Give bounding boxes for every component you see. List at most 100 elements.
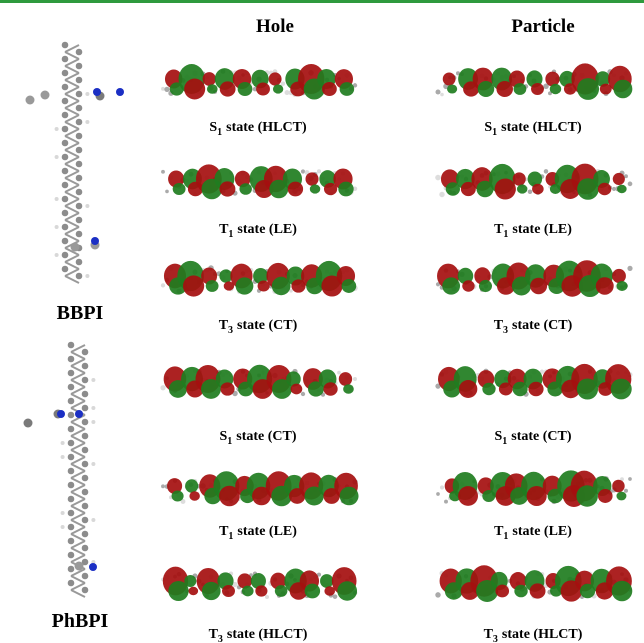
atom — [76, 189, 83, 196]
atom — [76, 175, 83, 182]
atom — [62, 70, 69, 77]
state-label: T3state (HLCT) — [209, 627, 308, 643]
atom — [544, 169, 549, 174]
lobe — [273, 84, 283, 93]
atom — [76, 161, 83, 168]
atom — [62, 196, 69, 203]
n-atom — [93, 88, 101, 96]
atom — [444, 500, 448, 504]
atom — [161, 484, 165, 488]
atom — [435, 175, 441, 181]
lobe — [202, 582, 221, 600]
atom — [62, 238, 69, 245]
lobe — [207, 84, 218, 94]
lobe — [617, 185, 627, 193]
figure: Hole Particle BBPI PhBPI S1state (HLCT)T… — [0, 0, 644, 643]
lobe — [495, 178, 516, 199]
atom — [68, 482, 75, 489]
atom — [68, 398, 75, 405]
atom — [62, 252, 69, 259]
h-atom — [91, 406, 95, 410]
atom — [82, 587, 89, 594]
atom — [82, 475, 89, 482]
lobe — [613, 173, 625, 185]
lobe — [478, 81, 495, 97]
atom — [62, 210, 69, 217]
h-atom — [91, 420, 95, 424]
lobe — [596, 277, 614, 294]
atom — [76, 49, 83, 56]
atom — [265, 595, 269, 599]
atom — [68, 580, 75, 587]
atom — [82, 531, 89, 538]
atom — [68, 440, 75, 447]
lobe — [611, 379, 632, 400]
atom — [68, 510, 75, 517]
lobe — [275, 585, 288, 597]
atom — [68, 468, 75, 475]
atom — [333, 594, 338, 599]
lobe — [269, 72, 282, 85]
state-label: T3state (CT) — [219, 318, 298, 336]
atom — [76, 133, 83, 140]
lobe — [238, 82, 253, 96]
state-label: S1state (CT) — [494, 429, 571, 447]
h-atom — [91, 378, 95, 382]
atom — [68, 552, 75, 559]
atom — [62, 224, 69, 231]
atom — [82, 391, 89, 398]
atom — [161, 87, 165, 91]
atom — [528, 189, 533, 194]
lobe — [459, 380, 477, 398]
n-atom — [116, 88, 124, 96]
atom — [62, 42, 69, 49]
lobe — [322, 82, 337, 96]
atom — [62, 182, 69, 189]
atom — [62, 154, 69, 161]
atom — [628, 477, 632, 481]
state-label: T3state (CT) — [494, 318, 573, 336]
atom — [353, 377, 357, 381]
lobe — [239, 183, 251, 195]
lobe — [342, 279, 357, 293]
molecule-name: BBPI — [57, 302, 104, 324]
atom — [624, 489, 628, 493]
state-description: state (LE) — [237, 524, 297, 539]
atom — [24, 419, 33, 428]
lobe — [184, 575, 196, 587]
state-index: 1 — [492, 127, 497, 138]
atom — [82, 377, 89, 384]
atom — [41, 91, 50, 100]
state-symbol: S — [494, 429, 502, 444]
lobe — [183, 275, 204, 296]
atom — [68, 454, 75, 461]
lobe — [222, 585, 235, 597]
h-atom — [85, 120, 89, 124]
atom — [82, 363, 89, 370]
atom — [68, 356, 75, 363]
atom — [62, 112, 69, 119]
h-atom — [55, 225, 59, 229]
state-description: state (HLCT) — [501, 120, 582, 135]
atom — [68, 538, 75, 545]
n-atom — [91, 237, 99, 245]
atom — [161, 283, 165, 287]
lobe — [514, 83, 527, 95]
lobe — [513, 172, 526, 185]
atom — [165, 190, 169, 194]
atom — [317, 169, 321, 173]
atom — [160, 385, 165, 390]
atom — [68, 524, 75, 531]
state-index: 1 — [228, 531, 233, 542]
atom — [301, 169, 305, 173]
state-index: 3 — [493, 634, 498, 643]
state-label: T1state (LE) — [219, 222, 297, 240]
column-header: Particle — [511, 16, 574, 37]
atom — [68, 496, 75, 503]
lobe — [598, 489, 613, 503]
lobe — [256, 82, 270, 95]
lobe — [616, 492, 626, 501]
atom — [76, 147, 83, 154]
atom — [71, 243, 80, 252]
